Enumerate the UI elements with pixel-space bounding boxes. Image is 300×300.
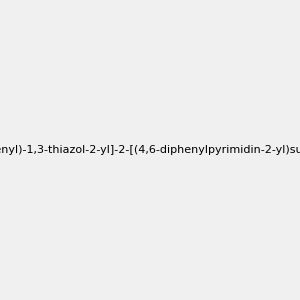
Text: N-[4-(4-bromophenyl)-1,3-thiazol-2-yl]-2-[(4,6-diphenylpyrimidin-2-yl)sulfanyl]a: N-[4-(4-bromophenyl)-1,3-thiazol-2-yl]-2…: [0, 145, 300, 155]
